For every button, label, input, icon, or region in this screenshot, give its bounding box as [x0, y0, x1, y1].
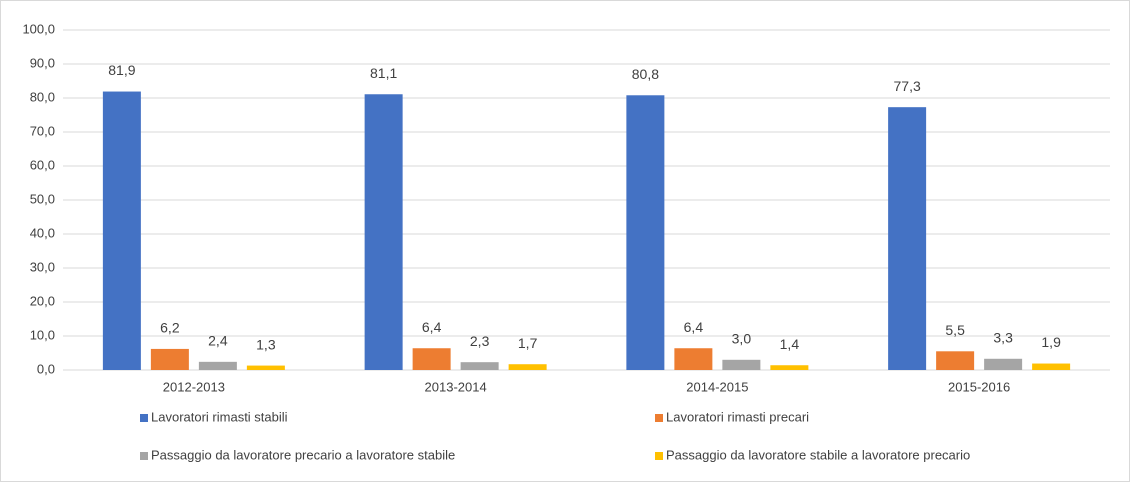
legend-label: Passaggio da lavoratore stabile a lavora…	[666, 447, 970, 462]
bar	[364, 94, 403, 370]
y-tick-label: 0,0	[37, 361, 55, 376]
bar	[412, 348, 451, 370]
y-tick-label: 70,0	[30, 123, 55, 138]
bar	[460, 362, 499, 370]
bar	[984, 358, 1023, 370]
bar	[888, 107, 927, 371]
value-label: 6,2	[160, 320, 180, 336]
value-label: 1,3	[256, 336, 276, 352]
value-label: 80,8	[632, 66, 659, 82]
legend-label: Passaggio da lavoratore precario a lavor…	[151, 447, 455, 462]
bar	[246, 365, 285, 370]
bar	[722, 359, 761, 370]
value-label: 3,3	[993, 329, 1013, 345]
legend-label: Lavoratori rimasti precari	[666, 409, 809, 424]
x-tick-label: 2015-2016	[948, 379, 1010, 394]
value-label: 2,3	[470, 333, 490, 349]
value-label: 3,0	[732, 331, 752, 347]
x-tick-label: 2014-2015	[686, 379, 748, 394]
value-label: 1,7	[518, 335, 538, 351]
y-tick-label: 30,0	[30, 259, 55, 274]
bar	[150, 348, 189, 370]
bar	[198, 361, 237, 370]
y-tick-label: 10,0	[30, 327, 55, 342]
legend-swatch	[655, 452, 663, 460]
y-tick-label: 40,0	[30, 225, 55, 240]
bar	[508, 364, 547, 370]
value-label: 6,4	[684, 319, 704, 335]
value-label: 81,1	[370, 65, 397, 81]
legend-label: Lavoratori rimasti stabili	[151, 409, 288, 424]
bar	[102, 91, 141, 370]
bar	[1032, 363, 1071, 370]
y-tick-label: 100,0	[22, 21, 55, 36]
value-label: 1,9	[1041, 334, 1061, 350]
y-tick-label: 60,0	[30, 157, 55, 172]
bar	[936, 351, 975, 370]
value-label: 1,4	[780, 336, 800, 352]
legend-swatch	[140, 452, 148, 460]
value-label: 77,3	[894, 78, 921, 94]
value-label: 2,4	[208, 333, 228, 349]
y-tick-label: 20,0	[30, 293, 55, 308]
x-tick-label: 2013-2014	[425, 379, 487, 394]
x-tick-label: 2012-2013	[163, 379, 225, 394]
y-tick-label: 50,0	[30, 191, 55, 206]
value-label: 6,4	[422, 319, 442, 335]
legend-swatch	[655, 414, 663, 422]
bar	[674, 348, 713, 370]
value-label: 5,5	[945, 322, 965, 338]
y-tick-label: 80,0	[30, 89, 55, 104]
bar	[626, 95, 665, 370]
value-label: 81,9	[108, 62, 135, 78]
bar	[770, 365, 809, 370]
legend-swatch	[140, 414, 148, 422]
y-tick-label: 90,0	[30, 55, 55, 70]
